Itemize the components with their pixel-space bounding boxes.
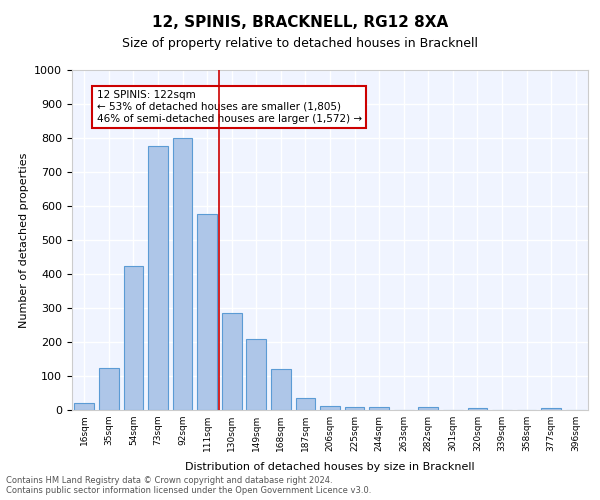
Bar [148, 146, 168, 410]
Text: Contains HM Land Registry data © Crown copyright and database right 2024.
Contai: Contains HM Land Registry data © Crown c… [6, 476, 371, 495]
Bar [197, 214, 217, 410]
Bar [320, 406, 340, 410]
Bar [247, 338, 266, 410]
Y-axis label: Number of detached properties: Number of detached properties [19, 152, 29, 328]
Bar [74, 403, 94, 410]
Bar [124, 266, 143, 410]
Text: 12 SPINIS: 122sqm
← 53% of detached houses are smaller (1,805)
46% of semi-detac: 12 SPINIS: 122sqm ← 53% of detached hous… [97, 90, 362, 124]
Text: 12, SPINIS, BRACKNELL, RG12 8XA: 12, SPINIS, BRACKNELL, RG12 8XA [152, 15, 448, 30]
Bar [222, 313, 242, 410]
Text: Size of property relative to detached houses in Bracknell: Size of property relative to detached ho… [122, 38, 478, 51]
Bar [296, 398, 315, 410]
Bar [345, 408, 364, 410]
Bar [370, 408, 389, 410]
X-axis label: Distribution of detached houses by size in Bracknell: Distribution of detached houses by size … [185, 462, 475, 472]
Bar [541, 408, 561, 410]
Bar [173, 138, 193, 410]
Bar [99, 368, 119, 410]
Bar [467, 408, 487, 410]
Bar [418, 408, 438, 410]
Bar [271, 369, 290, 410]
